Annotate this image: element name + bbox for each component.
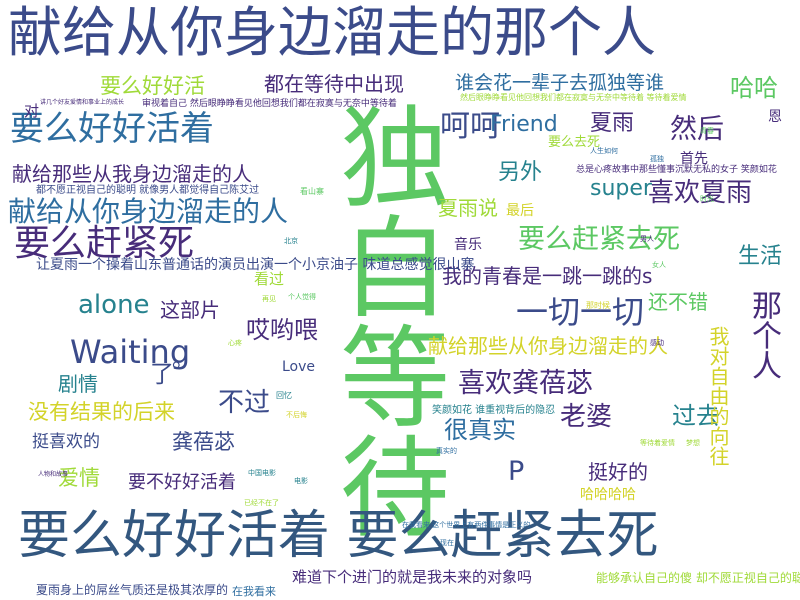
cloud-word: 然后眼睁睁看见他回想我们都在寂寞与无奈中等待着 等待着爱情 xyxy=(460,93,687,102)
cloud-word: 献给那些从你身边溜走的人 xyxy=(428,334,668,358)
cloud-word: alone xyxy=(78,290,150,320)
cloud-word: 再见 xyxy=(262,295,276,303)
cloud-word: 最后 xyxy=(506,203,534,219)
cloud-word: 讲几个好友爱情和事业上的成长 xyxy=(40,99,125,106)
cloud-word: 要么去死 xyxy=(548,135,601,150)
cloud-word: 挺喜欢的 xyxy=(32,432,100,452)
cloud-word: 挺好的 xyxy=(588,460,648,484)
cloud-word: super xyxy=(590,176,652,201)
cloud-word: 人物和故事 xyxy=(38,471,69,478)
cloud-word: 夏雨身上的屌丝气质还是极其浓厚的 xyxy=(36,583,229,597)
cloud-word: 梦想 xyxy=(686,439,700,447)
cloud-word: 看过 xyxy=(254,270,285,288)
cloud-word: 看山寨 xyxy=(300,187,324,196)
cloud-word: 对 xyxy=(24,102,40,120)
cloud-word: 然后 xyxy=(670,114,724,145)
cloud-word: 现在 xyxy=(440,539,454,547)
cloud-word: 孤独 xyxy=(650,155,664,163)
cloud-word: 了 xyxy=(150,360,174,388)
cloud-word: 过去 xyxy=(672,402,720,430)
cloud-word: 我对自由的向往 xyxy=(706,326,730,466)
cloud-word: 龚蓓苾 xyxy=(172,430,235,454)
cloud-word: 已经不在了 xyxy=(244,499,279,507)
cloud-word: 电影 xyxy=(294,477,308,485)
cloud-word: 我的青春是一跳一跳的s xyxy=(442,264,653,288)
cloud-word: 能够承认自己的傻 却不愿正视自己的聪明 xyxy=(596,571,800,585)
cloud-word: 还不错 xyxy=(648,290,708,314)
cloud-word: 独自等待 xyxy=(321,100,449,540)
cloud-word: 男人 xyxy=(640,235,654,243)
cloud-word: 老婆 xyxy=(560,402,613,432)
cloud-word: 审视着自己 然后眼睁睁看见他回想我们都在寂寞与无奈中等待着 xyxy=(142,99,397,109)
cloud-word: P xyxy=(508,456,525,487)
cloud-word: 献给那些从我身边溜走的人 xyxy=(12,162,252,186)
cloud-word: 都不愿正视自己的聪明 就像男人都觉得自己陈艾过 xyxy=(36,185,260,196)
cloud-word: 时光 xyxy=(700,195,714,203)
cloud-word: 感动 xyxy=(650,339,664,347)
cloud-word: 喜欢夏雨 xyxy=(648,178,753,208)
cloud-word: 要么赶紧去死 xyxy=(518,224,680,255)
cloud-word: 那时候 xyxy=(586,301,610,310)
cloud-word: 首先 xyxy=(680,151,708,167)
cloud-word: 呵呵 xyxy=(440,109,500,144)
cloud-word: 不过 xyxy=(218,388,271,418)
cloud-word: 个人觉得 xyxy=(288,293,316,301)
cloud-word: 恩 xyxy=(768,109,782,125)
cloud-word: Waiting xyxy=(70,333,191,371)
cloud-word: 笑颜如花 谁重视背后的隐忍 xyxy=(432,405,556,416)
cloud-word: 不后悔 xyxy=(286,411,307,419)
cloud-word: 等待着爱情 xyxy=(640,439,675,447)
cloud-word: 让夏雨一个操着山东普通话的演员出演一个小京油子 味道总感觉很山寨 xyxy=(36,257,475,273)
cloud-word: 这部片 xyxy=(160,298,220,322)
cloud-word: 心疼 xyxy=(228,339,242,347)
cloud-word: 谁会花一辈子去孤独等谁 xyxy=(455,72,665,94)
cloud-word: 另外 xyxy=(498,160,543,185)
cloud-word: 在我看来 xyxy=(232,585,276,598)
cloud-word: 都在等待中出现 xyxy=(264,72,404,96)
cloud-word: 总是心疼故事中那些懂事沉默无私的女子 笑颜如花 xyxy=(576,165,777,175)
cloud-word: Love xyxy=(282,359,316,375)
cloud-word: 北京 xyxy=(284,237,298,245)
cloud-word: 哈哈哈哈 xyxy=(580,487,636,503)
cloud-word: 哈哈 xyxy=(730,74,778,102)
cloud-word: 人生如何 xyxy=(590,147,618,155)
cloud-word: 回忆 xyxy=(276,391,292,400)
cloud-word: 要不好好活着 xyxy=(128,472,236,493)
cloud-word: Friend xyxy=(490,112,558,137)
cloud-word: 女人 xyxy=(652,261,666,269)
cloud-word: 喜欢龚蓓苾 xyxy=(458,368,593,399)
cloud-word: 夏雨说 xyxy=(438,196,498,220)
cloud-word: 中国电影 xyxy=(248,469,276,477)
cloud-word: 青春 xyxy=(700,127,714,135)
cloud-word: 要么好好活着 xyxy=(10,109,214,149)
cloud-word: 要么好好活着 要么赶紧去死 xyxy=(18,506,659,566)
cloud-word: 献给从你身边溜走的那个人 xyxy=(8,1,656,64)
cloud-word: 没有结果的后来 xyxy=(28,400,175,424)
cloud-word: 要么赶紧死 xyxy=(14,223,195,264)
cloud-word: 很真实 xyxy=(444,416,516,444)
cloud-word: 在我看来 这个世界上有两件事情是正义的 xyxy=(402,521,531,529)
cloud-word: 音乐 xyxy=(454,237,482,253)
cloud-word: 。 xyxy=(172,348,195,373)
cloud-word: 那个人 xyxy=(746,290,781,380)
cloud-word: 要么好好活 xyxy=(100,74,205,98)
cloud-word: 剧情 xyxy=(58,372,98,396)
cloud-word: 献给从你身边溜走的人 xyxy=(8,195,289,228)
cloud-word: 一切一切 xyxy=(516,293,645,331)
cloud-word: 爱情 xyxy=(58,466,100,490)
cloud-word: 生活 xyxy=(738,244,783,269)
cloud-word: 真实的 xyxy=(436,447,457,455)
cloud-word: 哎哟喂 xyxy=(246,316,318,344)
cloud-word: 夏雨 xyxy=(590,111,635,136)
cloud-word: 难道下个进门的就是我未来的对象吗 xyxy=(292,568,533,586)
